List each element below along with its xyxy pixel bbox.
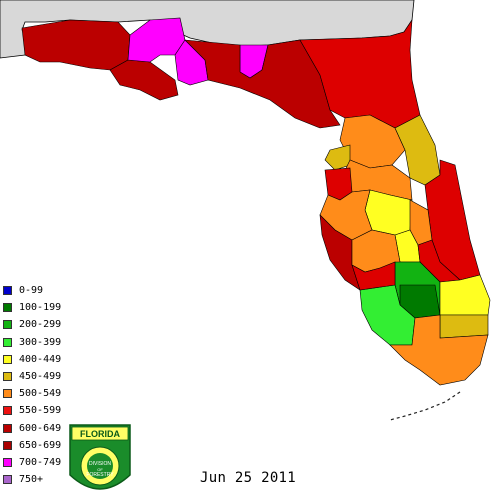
- svg-text:OF: OF: [97, 467, 103, 472]
- legend-item: 750+: [3, 471, 103, 488]
- legend-label: 750+: [19, 474, 44, 486]
- legend-item: 0-99: [3, 282, 103, 299]
- legend-label: 500-549: [19, 388, 62, 400]
- legend-item: 500-549: [3, 385, 103, 402]
- legend-label: 650-699: [19, 439, 62, 451]
- legend-swatch: [3, 286, 12, 296]
- region-north-central: [299, 18, 421, 129]
- legend-swatch: [3, 475, 12, 485]
- legend-swatch: [3, 320, 12, 330]
- svg-text:FLORIDA: FLORIDA: [80, 429, 120, 439]
- legend-label: 400-449: [19, 353, 62, 365]
- legend-swatch: [3, 303, 12, 313]
- legend-item: 200-299: [3, 316, 103, 333]
- legend-label: 700-749: [19, 456, 62, 468]
- legend-item: 450-499: [3, 368, 103, 385]
- legend-item: 100-199: [3, 299, 103, 316]
- svg-text:DIVISION: DIVISION: [89, 461, 111, 467]
- legend-swatch: [3, 406, 12, 416]
- region-west-coast-gold: [324, 144, 351, 171]
- legend-swatch: [3, 457, 12, 467]
- map-date: Jun 25 2011: [200, 470, 297, 486]
- legend-swatch: [3, 440, 12, 450]
- region-panhandle-west: [21, 19, 131, 71]
- legend-label: 100-199: [19, 302, 62, 314]
- region-keys: [389, 391, 461, 421]
- legend-swatch: [3, 337, 12, 347]
- legend-item: 550-599: [3, 402, 103, 419]
- legend-item: 400-449: [3, 351, 103, 368]
- legend-item: 650-699: [3, 437, 103, 454]
- legend-label: 450-499: [19, 371, 62, 383]
- region-mid-red: [351, 261, 396, 291]
- florida-forestry-seal: FLORIDA DIVISION OF FORESTRY: [68, 423, 132, 499]
- legend-swatch: [3, 354, 12, 364]
- legend-label: 300-399: [19, 336, 62, 348]
- legend-label: 0-99: [19, 285, 44, 297]
- region-everglades-orange: [389, 314, 489, 386]
- legend-label: 600-649: [19, 422, 62, 434]
- region-panhandle-central: [109, 59, 179, 101]
- region-southeast-yellow: [439, 274, 491, 316]
- legend-item: 600-649: [3, 420, 103, 437]
- svg-text:FORESTRY: FORESTRY: [86, 472, 114, 478]
- region-southeast-gold: [439, 314, 489, 339]
- legend: 0-99 100-199 200-299 300-399 400-449 450-499 5…: [3, 282, 103, 488]
- legend-label: 200-299: [19, 319, 62, 331]
- legend-swatch: [3, 372, 12, 382]
- seal-emblem: FLORIDA DIVISION OF FORESTRY: [69, 424, 131, 490]
- legend-label: 550-599: [19, 405, 62, 417]
- legend-swatch: [3, 423, 12, 433]
- legend-item: 300-399: [3, 334, 103, 351]
- legend-swatch: [3, 389, 12, 399]
- legend-item: 700-749: [3, 454, 103, 471]
